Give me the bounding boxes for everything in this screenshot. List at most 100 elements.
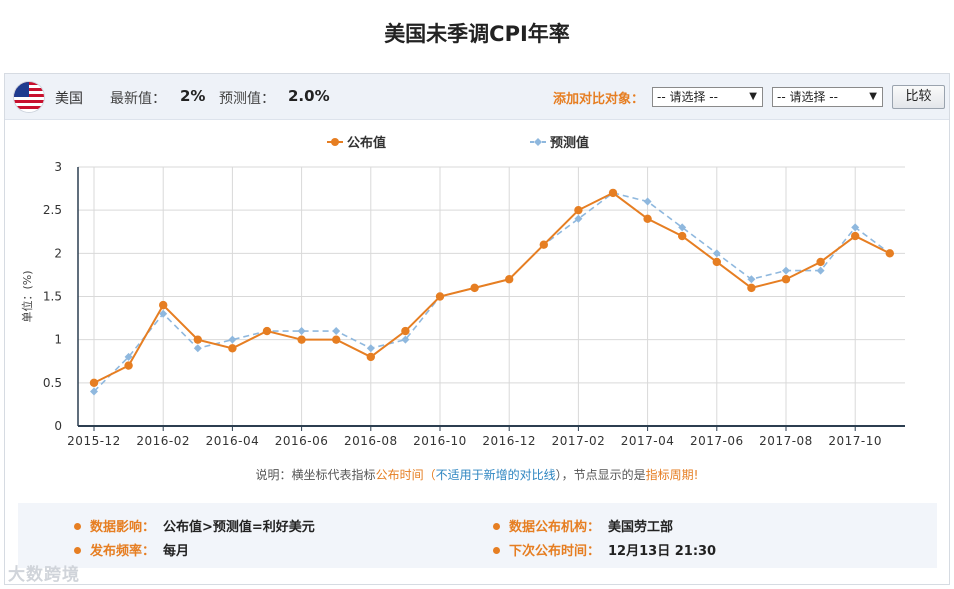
compare-select-2-value: -- 请选择 -- <box>777 90 838 104</box>
indicator-info: 数据影响： 公布值>预测值=利好美元 数据公布机构： 美国劳工部 发布频率： 每月 下… <box>18 503 937 568</box>
compare-select-1-value: -- 请选择 -- <box>657 90 718 104</box>
x-tick-label: 2017-02 <box>552 434 606 448</box>
info-impact-label: 数据影响： <box>90 520 156 535</box>
note-text: 说明：横坐标代表指标 <box>255 468 376 482</box>
actual-point <box>643 214 652 223</box>
actual-point <box>401 326 410 336</box>
actual-point <box>159 300 168 310</box>
bullet-icon <box>74 523 81 530</box>
forecast-point <box>193 344 202 353</box>
cpi-line-chart: 0 0.5 1 1.5 2 2.5 3 2015-12 2016-02 2016-04 2016-0… <box>20 135 905 448</box>
y-tick-label: 1.5 <box>43 290 62 304</box>
chart-series <box>89 188 894 396</box>
info-frequency-value: 每月 <box>163 544 190 559</box>
y-tick-label: 1 <box>54 333 62 347</box>
forecast-point <box>366 344 375 353</box>
watermark-logo: 大数跨境 <box>8 565 80 585</box>
latest-value-label: 最新值： <box>110 91 166 107</box>
country-name: 美国 <box>55 91 83 107</box>
actual-point <box>470 283 479 293</box>
note-period: 指标周期 <box>645 468 694 482</box>
info-agency-value: 美国劳工部 <box>608 520 674 535</box>
note-text-2: ），节点显示的是 <box>555 468 646 482</box>
bullet-icon <box>493 547 500 554</box>
actual-point <box>505 275 514 284</box>
actual-point <box>608 188 618 198</box>
bullet-icon <box>74 547 81 554</box>
chart-note: 说明：横坐标代表指标公布时间（不适用于新增的对比线），节点显示的是指标周期! <box>0 466 954 483</box>
x-tick-label: 2016-06 <box>275 434 329 448</box>
x-tick-label: 2016-08 <box>344 434 398 448</box>
note-paren-open: （ <box>423 468 436 482</box>
actual-point <box>816 257 825 267</box>
y-tick-label: 2 <box>54 246 62 260</box>
forecast-point <box>124 352 133 361</box>
forecast-point <box>816 266 825 275</box>
forecast-point <box>90 387 98 396</box>
actual-point <box>193 335 202 344</box>
actual-point <box>781 275 791 284</box>
actual-point <box>297 335 306 344</box>
forecast-point <box>747 275 756 284</box>
chart-panel: 美国 最新值： 2% 预测值： 2.0% 添加对比对象： -- 请选择 -- ▼… <box>4 73 950 585</box>
actual-point <box>539 240 548 249</box>
chart-grid <box>78 166 905 426</box>
indicator-header: 美国 最新值： 2% 预测值： 2.0% 添加对比对象： -- 请选择 -- ▼… <box>5 74 949 120</box>
forecast-value: 2.0% <box>288 87 330 105</box>
forecast-point <box>401 335 410 344</box>
forecast-point <box>851 223 860 232</box>
note-publish-time: 公布时间 <box>375 468 424 482</box>
x-tick-label: 2015-12 <box>67 434 121 448</box>
forecast-point <box>712 249 721 258</box>
us-flag-icon <box>14 82 44 112</box>
series-line-forecast <box>93 192 891 393</box>
actual-point <box>435 292 445 301</box>
x-tick-label: 2017-08 <box>759 434 813 448</box>
forecast-point <box>678 223 687 232</box>
x-tick-label: 2017-10 <box>828 434 882 448</box>
actual-point <box>712 257 721 267</box>
info-frequency: 发布频率： 每月 <box>74 540 189 559</box>
x-tick-label: 2017-04 <box>621 434 675 448</box>
chevron-down-icon: ▼ <box>749 91 757 102</box>
info-agency: 数据公布机构： 美国劳工部 <box>493 516 673 535</box>
actual-point <box>366 352 375 362</box>
info-impact-value: 公布值>预测值=利好美元 <box>163 520 315 535</box>
forecast-point <box>297 327 306 336</box>
legend-label: 公布值 <box>347 135 386 151</box>
page-title: 美国未季调CPI年率 <box>384 22 570 46</box>
actual-point <box>851 231 860 241</box>
info-impact: 数据影响： 公布值>预测值=利好美元 <box>74 516 315 535</box>
actual-point <box>747 283 756 293</box>
compare-select-2[interactable]: -- 请选择 -- ▼ <box>772 87 883 107</box>
forecast-point <box>643 197 652 206</box>
latest-value: 2% <box>180 87 206 105</box>
compare-button[interactable]: 比较 <box>892 85 945 109</box>
compare-select-1[interactable]: -- 请选择 -- ▼ <box>652 87 763 107</box>
x-tick-label: 2016-02 <box>136 434 190 448</box>
info-next-value: 12月13日 21:30 <box>608 544 717 559</box>
info-next-release: 下次公布时间： 12月13日 21:30 <box>493 540 716 559</box>
actual-point <box>228 344 237 353</box>
actual-point <box>574 205 583 215</box>
chevron-down-icon: ▼ <box>869 91 877 102</box>
actual-point <box>678 231 687 241</box>
forecast-point <box>574 214 583 223</box>
x-tick-label: 2016-04 <box>206 434 260 448</box>
y-axis-label: 单位：(%) <box>20 270 34 322</box>
legend-marker <box>331 138 339 146</box>
info-frequency-label: 发布频率： <box>90 544 156 559</box>
actual-point <box>885 249 894 258</box>
forecast-value-label: 预测值： <box>219 91 275 107</box>
x-tick-label: 2017-06 <box>690 434 744 448</box>
actual-point <box>262 326 272 336</box>
forecast-point <box>782 266 790 275</box>
bullet-icon <box>493 523 500 530</box>
y-tick-label: 2.5 <box>43 203 62 217</box>
note-not-applicable: 不适用于新增的对比线 <box>435 468 556 482</box>
x-tick-label: 2016-12 <box>482 434 536 448</box>
y-tick-label: 0.5 <box>43 376 62 390</box>
y-tick-label: 3 <box>54 160 62 174</box>
forecast-point <box>159 309 168 318</box>
note-exclaim: ! <box>693 468 699 482</box>
